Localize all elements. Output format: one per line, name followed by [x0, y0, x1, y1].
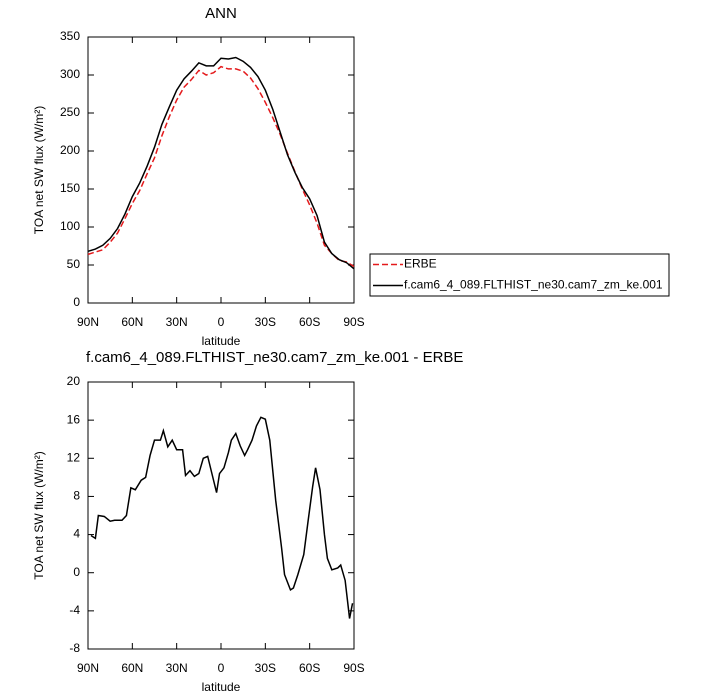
x-tick-label: 60S	[299, 661, 320, 675]
legend-box	[369, 253, 670, 297]
legend-label: f.cam6_4_089.FLTHIST_ne30.cam7_zm_ke.001	[404, 278, 663, 292]
y-tick-label: 20	[67, 374, 81, 388]
y-axis-label: TOA net SW flux (W/m²)	[32, 106, 46, 234]
x-tick-label: 90S	[343, 315, 364, 329]
y-tick-label: 0	[73, 295, 80, 309]
legend-label: ERBE	[404, 257, 437, 271]
x-tick-label: 30N	[166, 315, 188, 329]
x-tick-label: 60N	[121, 661, 143, 675]
x-tick-label: 90N	[77, 315, 99, 329]
x-tick-label: 90N	[77, 661, 99, 675]
y-axis-label: TOA net SW flux (W/m²)	[32, 451, 46, 579]
y-tick-label: 0	[73, 565, 80, 579]
y-tick-label: 4	[73, 527, 80, 541]
plot-frame	[87, 36, 355, 304]
y-tick-label: 200	[60, 143, 80, 157]
x-tick-label: 90S	[343, 661, 364, 675]
y-tick-label: 250	[60, 105, 80, 119]
x-tick-label: 0	[218, 315, 225, 329]
y-tick-label: 16	[67, 412, 81, 426]
y-tick-label: 100	[60, 219, 80, 233]
x-axis-label: latitude	[202, 334, 241, 348]
y-tick-label: 150	[60, 181, 80, 195]
y-tick-label: -8	[69, 641, 80, 655]
plot-frame	[87, 381, 355, 650]
series-line	[87, 56, 355, 270]
series-line	[87, 65, 355, 268]
y-tick-label: -4	[69, 603, 80, 617]
chart-title: ANN	[205, 5, 237, 22]
x-tick-label: 60N	[121, 315, 143, 329]
x-tick-label: 30S	[255, 661, 276, 675]
x-tick-label: 0	[218, 661, 225, 675]
x-axis-label: latitude	[202, 680, 241, 694]
x-tick-label: 30N	[166, 661, 188, 675]
chart-title: f.cam6_4_089.FLTHIST_ne30.cam7_zm_ke.001…	[86, 349, 463, 366]
series-line	[90, 416, 354, 619]
x-tick-label: 30S	[255, 315, 276, 329]
y-tick-label: 12	[67, 450, 81, 464]
y-tick-label: 8	[73, 489, 80, 503]
x-tick-label: 60S	[299, 315, 320, 329]
y-tick-label: 300	[60, 67, 80, 81]
y-tick-label: 50	[67, 257, 81, 271]
y-tick-label: 350	[60, 29, 80, 43]
